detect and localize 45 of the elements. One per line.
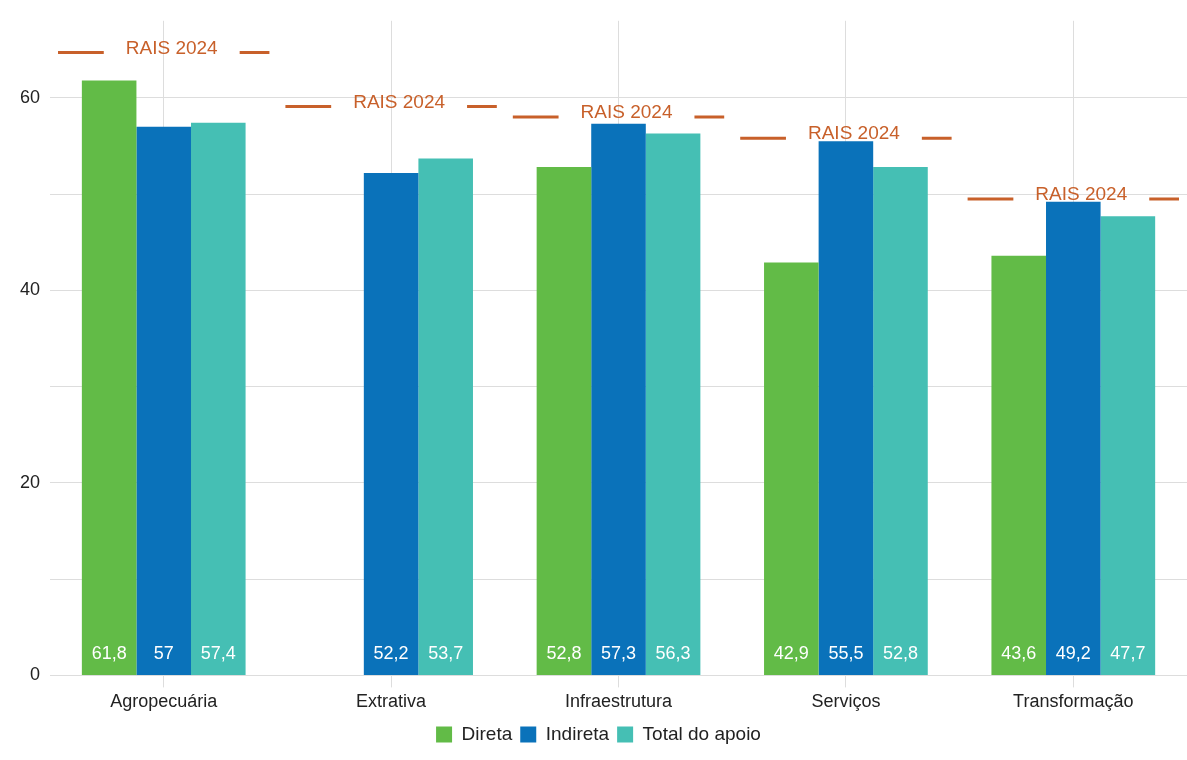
bar — [873, 167, 928, 675]
data-label: 57 — [153, 643, 174, 664]
bar — [1046, 201, 1101, 675]
data-label: 55,5 — [828, 643, 864, 664]
data-label: 61,8 — [91, 643, 127, 664]
data-label: 57,3 — [600, 643, 637, 664]
legend-label: Total do apoio — [642, 722, 761, 744]
bar — [363, 172, 419, 675]
data-label: 47,7 — [1110, 643, 1146, 664]
bar — [81, 80, 137, 675]
y-tick-label: 0 — [30, 664, 41, 685]
x-tick-label: Infraestrutura — [564, 691, 674, 712]
bar — [1100, 216, 1156, 675]
bar — [991, 255, 1047, 675]
bar — [645, 133, 701, 675]
data-label: 57,4 — [200, 643, 236, 664]
ref-line-label: RAIS 2024 — [353, 90, 446, 112]
bar — [818, 141, 874, 675]
bar — [136, 126, 192, 675]
data-label: 52,8 — [882, 643, 918, 664]
data-label: 49,2 — [1055, 643, 1091, 664]
y-tick-label: 60 — [19, 86, 41, 107]
bar — [191, 122, 246, 675]
data-label: 43,6 — [1001, 643, 1037, 664]
data-label: 56,3 — [655, 643, 691, 664]
bar — [764, 262, 819, 675]
ref-line-label: RAIS 2024 — [807, 122, 901, 144]
data-label: 52,2 — [373, 643, 409, 664]
x-tick-label: Transformação — [1013, 691, 1134, 712]
ref-line-label: RAIS 2024 — [1035, 183, 1128, 205]
data-label: 52,8 — [546, 643, 582, 664]
y-tick-label: 20 — [19, 471, 41, 492]
x-tick-label: Agropecuária — [110, 691, 219, 712]
bar — [536, 167, 592, 675]
x-tick-label: Serviços — [811, 691, 881, 712]
y-tick-label: 40 — [19, 279, 41, 300]
data-label: 42,9 — [773, 643, 809, 664]
bar — [418, 158, 473, 675]
ref-line-label: RAIS 2024 — [580, 101, 673, 123]
data-label: 53,7 — [428, 643, 464, 664]
legend-label: Direta — [461, 722, 513, 744]
legend-label: Indireta — [545, 722, 610, 744]
bar — [591, 123, 646, 675]
ref-line-label: RAIS 2024 — [125, 36, 219, 58]
x-tick-label: Extrativa — [356, 691, 428, 712]
